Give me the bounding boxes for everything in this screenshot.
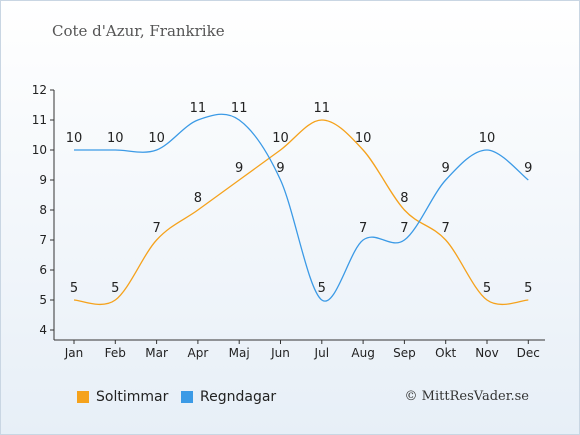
y-tick-label-8: 8 [39,203,47,217]
data-label-soltimmar-aug: 10 [355,131,372,146]
legend-item-soltimmar: Soltimmar [77,389,168,405]
data-label-soltimmar-mar: 7 [152,221,160,236]
data-point-regndagar-jul [320,298,324,302]
y-tick-label-10: 10 [32,143,47,157]
data-point-soltimmar-feb [113,298,117,302]
y-tick-label-11: 11 [32,113,47,127]
data-point-regndagar-aug [361,238,365,242]
credit-text[interactable]: © MittResVader.se [404,389,529,404]
data-point-regndagar-mar [155,148,159,152]
data-point-regndagar-okt [444,178,448,182]
data-point-regndagar-jan [72,148,76,152]
x-tick-label-dec: Dec [517,346,540,360]
series-line-soltimmar [73,119,529,306]
data-label-regndagar-sep: 7 [400,221,408,236]
x-tick-label-jan: Jan [64,346,84,360]
data-label-regndagar-apr: 11 [190,101,207,116]
x-tick-label-mar: Mar [145,346,168,360]
data-point-regndagar-apr [196,118,200,122]
data-label-regndagar-nov: 10 [479,131,496,146]
data-label-regndagar-okt: 9 [442,161,450,176]
x-tick-label-maj: Maj [229,346,250,360]
x-tick-label-jun: Jun [270,346,290,360]
legend-label-regndagar: Regndagar [200,389,277,405]
data-label-regndagar-jan: 10 [66,131,83,146]
legend-item-regndagar: Regndagar [181,389,276,405]
data-point-regndagar-jun [279,178,283,182]
data-label-soltimmar-jun: 10 [272,131,289,146]
data-point-soltimmar-apr [196,208,200,212]
series-line-regndagar [73,113,529,302]
data-label-soltimmar-feb: 5 [111,281,119,296]
y-tick-label-9: 9 [39,173,47,187]
legend-swatch-soltimmar [77,391,89,403]
y-tick-label-6: 6 [39,263,47,277]
data-point-regndagar-feb [113,148,117,152]
data-point-soltimmar-jun [279,148,283,152]
legend-swatch-regndagar [181,391,193,403]
legend-label-soltimmar: Soltimmar [96,389,169,405]
x-tick-label-sep: Sep [393,346,416,360]
data-point-soltimmar-dec [526,298,530,302]
data-label-soltimmar-apr: 8 [194,191,202,206]
data-point-regndagar-maj [237,118,241,122]
data-label-soltimmar-nov: 5 [483,281,491,296]
data-label-regndagar-jun: 9 [276,161,284,176]
data-label-soltimmar-jan: 5 [70,281,78,296]
data-point-soltimmar-aug [361,148,365,152]
data-point-soltimmar-mar [155,238,159,242]
data-label-soltimmar-okt: 7 [442,221,450,236]
y-tick-label-5: 5 [39,293,47,307]
data-label-soltimmar-jul: 11 [314,101,331,116]
chart-title: Cote d'Azur, Frankrike [52,22,225,40]
data-label-regndagar-feb: 10 [107,131,124,146]
y-tick-label-12: 12 [32,83,47,97]
data-point-regndagar-dec [526,178,530,182]
data-label-soltimmar-sep: 8 [400,191,408,206]
x-tick-label-nov: Nov [475,346,498,360]
data-point-soltimmar-jan [72,298,76,302]
y-tick-label-7: 7 [39,233,47,247]
data-label-soltimmar-maj: 9 [235,161,243,176]
data-point-regndagar-sep [402,238,406,242]
data-point-soltimmar-jul [320,118,324,122]
x-tick-label-apr: Apr [188,346,209,360]
x-tick-label-aug: Aug [351,346,374,360]
data-label-regndagar-dec: 9 [524,161,532,176]
data-point-soltimmar-nov [485,298,489,302]
data-label-regndagar-aug: 7 [359,221,367,236]
data-label-soltimmar-dec: 5 [524,281,532,296]
data-point-soltimmar-okt [444,238,448,242]
data-point-regndagar-nov [485,148,489,152]
data-label-regndagar-jul: 5 [318,281,326,296]
data-point-soltimmar-maj [237,178,241,182]
x-tick-label-okt: Okt [435,346,456,360]
x-tick-label-jul: Jul [314,346,329,360]
data-label-regndagar-maj: 11 [231,101,248,116]
x-tick-label-feb: Feb [105,346,126,360]
data-label-regndagar-mar: 10 [148,131,165,146]
data-point-soltimmar-sep [402,208,406,212]
y-tick-label-4: 4 [39,323,47,337]
